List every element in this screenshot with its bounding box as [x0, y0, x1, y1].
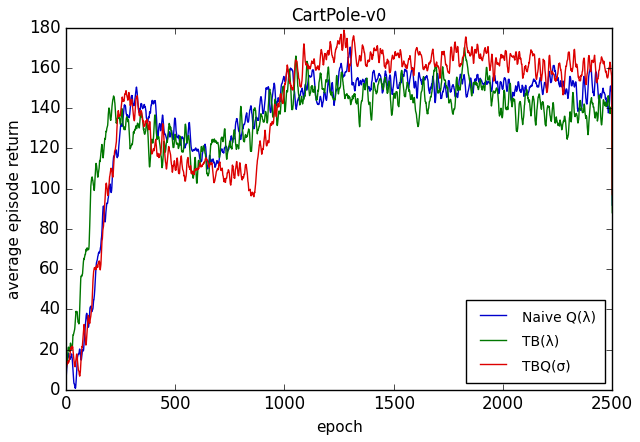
Naive Q(λ)	[167, 129, 175, 134]
X-axis label: epoch: epoch	[316, 420, 362, 435]
TB(λ)	[83, 248, 90, 253]
Naive Q(λ)	[609, 202, 616, 208]
Naive Q(λ)	[83, 311, 90, 316]
TBQ(σ)	[222, 175, 230, 181]
TBQ(σ)	[83, 335, 90, 341]
Naive Q(λ)	[169, 137, 177, 142]
TBQ(σ)	[169, 165, 177, 170]
Line: TBQ(σ): TBQ(σ)	[66, 30, 612, 376]
Naive Q(λ)	[72, 385, 79, 391]
TBQ(σ)	[114, 113, 122, 118]
TB(λ)	[169, 142, 177, 147]
Title: CartPole-v0: CartPole-v0	[291, 7, 387, 25]
TBQ(σ)	[340, 27, 348, 33]
TBQ(σ)	[76, 373, 84, 379]
TB(λ)	[62, 371, 70, 377]
TB(λ)	[167, 126, 175, 131]
Line: TB(λ): TB(λ)	[66, 47, 612, 374]
Naive Q(λ)	[62, 379, 70, 385]
TB(λ)	[461, 45, 468, 50]
Naive Q(λ)	[114, 153, 122, 159]
TBQ(σ)	[609, 192, 616, 197]
TB(λ)	[114, 115, 122, 121]
TB(λ)	[343, 91, 351, 97]
TBQ(σ)	[167, 158, 175, 163]
Naive Q(λ)	[222, 145, 230, 150]
Naive Q(λ)	[346, 45, 354, 50]
TB(λ)	[609, 210, 616, 215]
Y-axis label: average episode return: average episode return	[6, 119, 22, 298]
Naive Q(λ)	[344, 63, 351, 68]
TBQ(σ)	[344, 45, 351, 50]
Legend: Naive Q(λ), TB(λ), TBQ(σ): Naive Q(λ), TB(λ), TBQ(σ)	[466, 300, 605, 383]
TB(λ)	[222, 146, 230, 151]
TBQ(σ)	[62, 373, 70, 378]
Line: Naive Q(λ): Naive Q(λ)	[66, 47, 612, 388]
